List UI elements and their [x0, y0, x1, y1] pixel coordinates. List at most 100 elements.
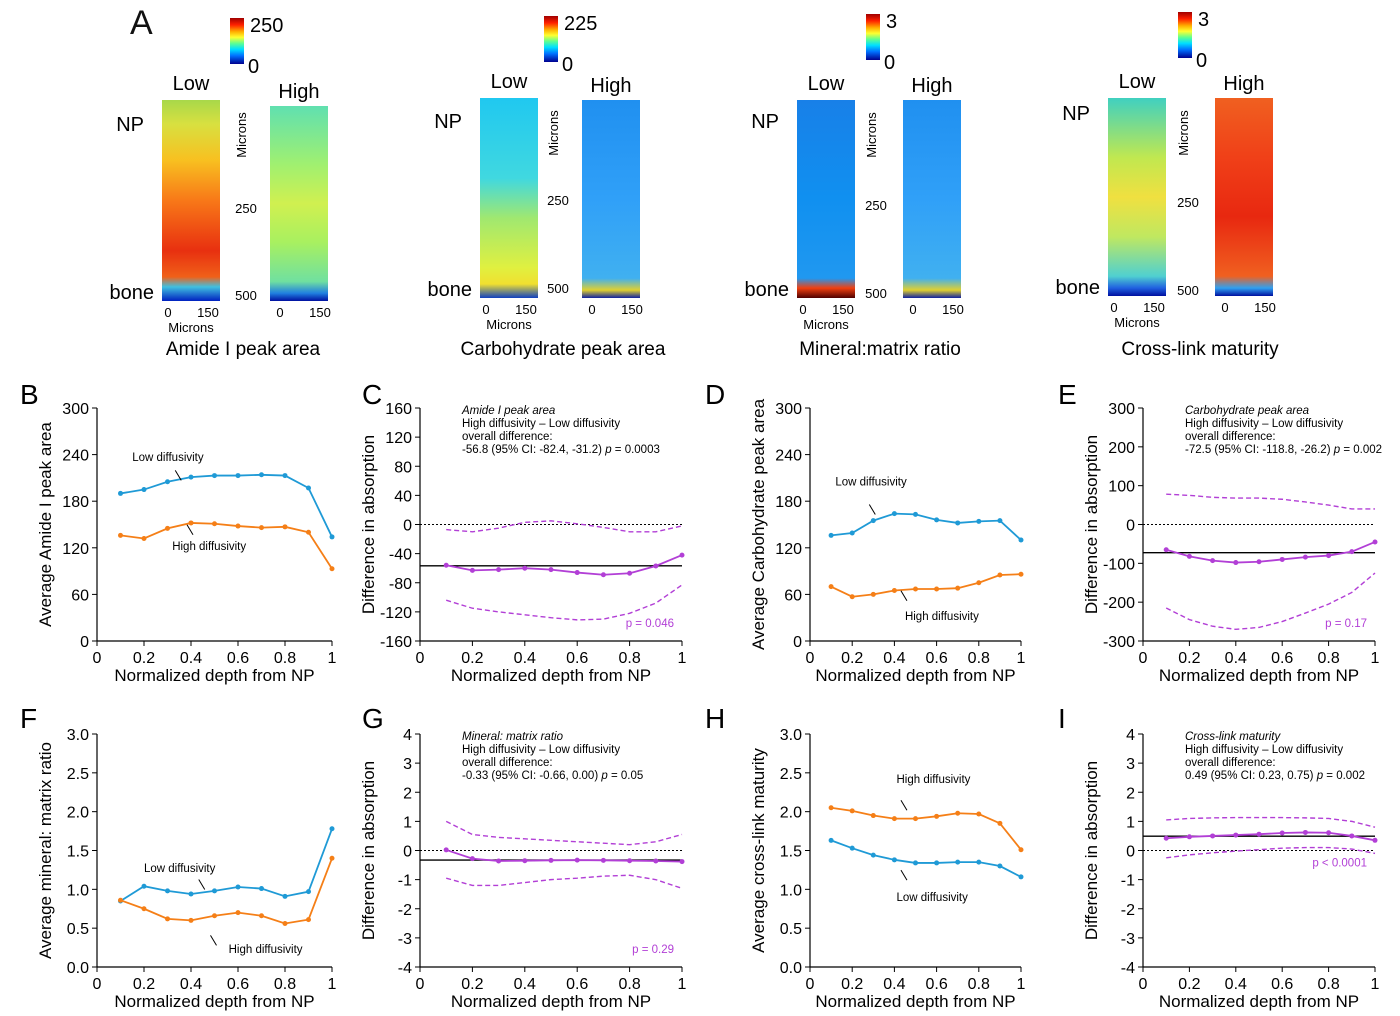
- data-point: [282, 524, 288, 530]
- annotation-p-symbol: p: [1333, 444, 1341, 456]
- data-point: [891, 588, 897, 594]
- x-tick-label: 1: [1017, 976, 1026, 993]
- p-note: p = 0.17: [1325, 618, 1367, 630]
- high-x-tick-150: 150: [309, 305, 331, 320]
- annotation-title: Mineral: matrix ratio: [462, 731, 564, 743]
- x-axis-label: Normalized depth from NP: [451, 992, 651, 1011]
- y-tick-label: 100: [1108, 479, 1135, 496]
- y-tick-label: 180: [775, 494, 802, 511]
- y-tick-label: 0.0: [67, 960, 89, 977]
- y-tick-label: 200: [1108, 440, 1135, 457]
- annotation-comparison: High diffusivity – Low diffusivity: [462, 744, 620, 756]
- data-point: [235, 910, 241, 916]
- ci-upper-line: [446, 520, 683, 533]
- panel-letter: E: [1058, 379, 1077, 410]
- data-point: [282, 921, 288, 927]
- data-point: [870, 852, 876, 858]
- data-point: [849, 845, 855, 851]
- annotation-leader: [900, 799, 908, 811]
- annotation-overall-value: -72.5 (95% CI: -118.8, -26.2) p = 0.002: [1185, 444, 1382, 456]
- x-tick-label: 0: [806, 650, 815, 667]
- tick-250: 250: [1177, 195, 1199, 210]
- y-tick-label: 0.5: [780, 921, 802, 938]
- x-tick-label: 0.6: [1271, 976, 1293, 993]
- y-tick-label: 4: [1126, 727, 1135, 744]
- data-point: [1018, 571, 1024, 577]
- data-point: [849, 594, 855, 600]
- x-tick-label: 0.8: [1317, 650, 1339, 667]
- data-point: [1279, 556, 1285, 562]
- data-point: [235, 523, 241, 529]
- data-point: [891, 511, 897, 517]
- y-axis-label: Difference in absorption: [1082, 761, 1101, 940]
- low-x-label: Microns: [486, 317, 532, 332]
- ci-upper-line: [1166, 816, 1376, 828]
- heatmap-high: [903, 100, 961, 298]
- y-tick-label: -80: [389, 576, 412, 593]
- data-point: [1018, 847, 1024, 853]
- data-point: [1256, 831, 1262, 837]
- panel-letter: G: [362, 703, 384, 734]
- y-tick-label: 120: [62, 541, 89, 558]
- low-x-tick-150: 150: [197, 305, 219, 320]
- high-label: High: [590, 75, 631, 97]
- tick-500: 500: [547, 281, 569, 296]
- microns-axis-label: Microns: [546, 110, 561, 156]
- y-tick-label: 240: [775, 448, 802, 465]
- data-point: [1018, 537, 1024, 543]
- ci-lower-line: [445, 584, 683, 621]
- data-point: [934, 517, 940, 523]
- annotation-estimate: 0.49 (95% CI: 0.23, 0.75): [1185, 770, 1317, 782]
- chart-panel-h: H 0.0 0.5 1.0 1.5 2.0 2.5 3.0 0 0.2 0.4 0.6 0.8 1Norm…: [705, 703, 1026, 1011]
- data-point: [955, 520, 961, 526]
- heatmap-title: Carbohydrate peak area: [461, 339, 666, 360]
- series-annotation: High diffusivity: [229, 944, 303, 956]
- data-point: [259, 472, 264, 478]
- y-axis-label: Average Carbohydrate peak area: [749, 398, 768, 650]
- series-annotation: Low diffusivity: [835, 477, 907, 489]
- data-point: [1302, 554, 1308, 560]
- annotation-overall-label: overall difference:: [1185, 431, 1276, 443]
- x-tick-label: 1: [1371, 650, 1380, 667]
- annotation-p-value: = 0.05: [608, 770, 644, 782]
- x-tick-label: 0.4: [883, 650, 905, 667]
- x-tick-label: 0.8: [968, 650, 990, 667]
- x-tick-label: 0.8: [618, 976, 640, 993]
- heatmap-title: Mineral:matrix ratio: [799, 339, 961, 360]
- series-line-high: [830, 806, 1022, 851]
- y-tick-label: 160: [385, 401, 412, 418]
- y-tick-label: -4: [398, 960, 412, 977]
- data-point: [188, 474, 194, 480]
- data-point: [141, 906, 147, 912]
- high-label: High: [911, 75, 952, 97]
- data-point: [997, 518, 1003, 524]
- low-x-tick-150: 150: [1143, 300, 1165, 315]
- y-axis-label: Difference in absorption: [359, 761, 378, 940]
- high-x-tick-0: 0: [1221, 300, 1228, 315]
- series-line-high: [830, 573, 1022, 598]
- x-tick-label: 0.6: [566, 976, 588, 993]
- low-label: Low: [1119, 71, 1156, 93]
- heatmap-high: [1215, 98, 1273, 296]
- data-point: [141, 883, 147, 889]
- x-tick-label: 0.4: [514, 650, 536, 667]
- y-tick-label: -1: [398, 873, 412, 890]
- low-x-label: Microns: [1114, 315, 1160, 330]
- panel-letter: H: [705, 703, 725, 734]
- x-tick-label: 0.2: [841, 976, 863, 993]
- data-point: [469, 567, 475, 573]
- data-point: [1326, 553, 1332, 559]
- annotation-overall-value: 0.49 (95% CI: 0.23, 0.75) p = 0.002: [1185, 770, 1365, 782]
- x-tick-label: 0.2: [1178, 976, 1200, 993]
- chart-panel-f: F 0.0 0.5 1.0 1.5 2.0 2.5 3.0 0 0.2 0.4 0.6 0.8 1 Norm…: [20, 703, 337, 1011]
- colorbar-min-label: 0: [884, 52, 895, 74]
- data-point: [997, 863, 1003, 869]
- x-tick-label: 0.4: [180, 650, 202, 667]
- high-label: High: [278, 81, 319, 103]
- data-point: [188, 891, 194, 897]
- data-point: [1256, 559, 1262, 565]
- y-tick-label: 3: [403, 756, 412, 773]
- data-point: [329, 566, 335, 572]
- data-point: [955, 859, 961, 865]
